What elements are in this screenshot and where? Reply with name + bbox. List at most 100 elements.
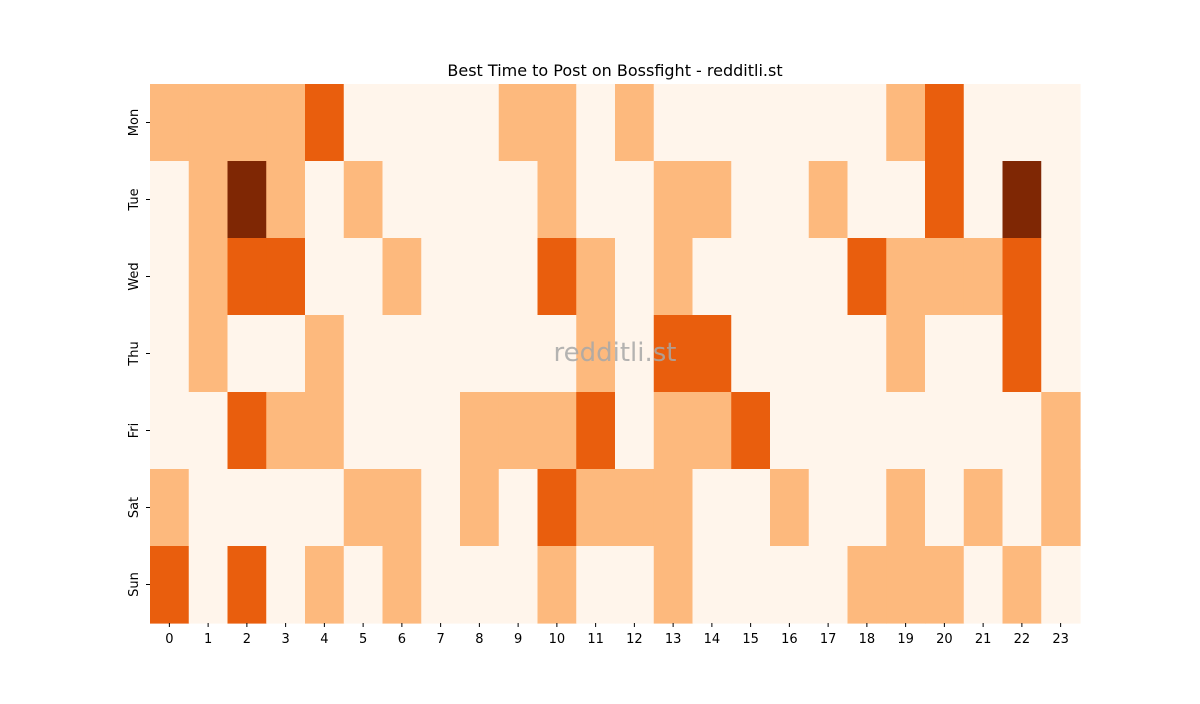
heatmap-cell-wed-14 [692, 238, 732, 316]
heatmap-cell-mon-16 [770, 84, 810, 162]
heatmap-cell-mon-1 [188, 84, 229, 162]
heatmap-cell-sun-10 [537, 546, 577, 624]
heatmap-cell-thu-22 [1002, 315, 1042, 393]
x-tick-label: 6 [398, 632, 406, 647]
heatmap-cell-tue-6 [382, 161, 422, 239]
heatmap-cell-tue-15 [731, 161, 771, 239]
heatmap-cell-thu-21 [963, 315, 1004, 393]
heatmap-cell-tue-22 [1002, 161, 1042, 239]
heatmap-cell-wed-3 [266, 238, 306, 316]
heatmap-cell-tue-3 [266, 161, 306, 239]
heatmap-cell-thu-10 [537, 315, 577, 393]
y-tick-label: Sat [127, 497, 142, 518]
heatmap-cell-sat-3 [266, 469, 306, 547]
heatmap-cell-wed-13 [653, 238, 694, 316]
heatmap-cell-wed-1 [188, 238, 229, 316]
heatmap-cell-fri-14 [692, 392, 732, 470]
heatmap-cell-thu-7 [421, 315, 461, 393]
x-tick-label: 10 [549, 632, 566, 647]
heatmap-cell-tue-5 [343, 161, 384, 239]
heatmap-cell-sun-12 [615, 546, 655, 624]
heatmap-cell-wed-9 [498, 238, 539, 316]
heatmap-cell-sun-5 [343, 546, 384, 624]
x-tick-label: 19 [897, 632, 914, 647]
heatmap-cell-tue-19 [886, 161, 926, 239]
y-tick-label: Fri [127, 423, 142, 439]
heatmap-cell-fri-8 [460, 392, 500, 470]
heatmap-cell-mon-9 [498, 84, 539, 162]
heatmap-cell-thu-18 [847, 315, 887, 393]
heatmap-cell-sat-14 [692, 469, 732, 547]
heatmap-cell-sat-11 [576, 469, 616, 547]
heatmap-cell-sat-21 [963, 469, 1004, 547]
heatmap-cell-sun-21 [963, 546, 1004, 624]
heatmap-cell-mon-18 [847, 84, 887, 162]
y-axis: Mon Tue Wed Thu Fri Sat Sun [127, 109, 150, 597]
heatmap-cell-thu-12 [615, 315, 655, 393]
heatmap-cell-tue-7 [421, 161, 461, 239]
x-tick-label: 1 [204, 632, 212, 647]
heatmap-cell-mon-21 [963, 84, 1004, 162]
heatmap-cell-mon-17 [808, 84, 849, 162]
y-tick-label: Thu [127, 341, 142, 366]
heatmap-cell-sun-19 [886, 546, 926, 624]
x-tick-label: 14 [704, 632, 721, 647]
x-tick-label: 15 [742, 632, 759, 647]
heatmap-cell-sun-20 [925, 546, 965, 624]
heatmap-cell-sat-20 [925, 469, 965, 547]
heatmap-cell-sat-22 [1002, 469, 1042, 547]
x-tick-label: 9 [514, 632, 522, 647]
heatmap-cell-wed-8 [460, 238, 500, 316]
heatmap-cell-thu-4 [305, 315, 345, 393]
heatmap-cell-sun-14 [692, 546, 732, 624]
heatmap-cell-tue-14 [692, 161, 732, 239]
heatmap-cell-fri-15 [731, 392, 771, 470]
heatmap-cell-wed-23 [1041, 238, 1081, 316]
heatmap-cell-thu-15 [731, 315, 771, 393]
heatmap-cell-mon-12 [615, 84, 655, 162]
heatmap-cell-mon-13 [653, 84, 694, 162]
x-tick-label: 0 [165, 632, 173, 647]
heatmap-cell-fri-0 [150, 392, 190, 470]
heatmap-cell-sat-18 [847, 469, 887, 547]
heatmap-cell-sun-15 [731, 546, 771, 624]
heatmap-cell-sat-23 [1041, 469, 1081, 547]
heatmap-cell-wed-11 [576, 238, 616, 316]
heatmap-cell-mon-4 [305, 84, 345, 162]
heatmap-cell-mon-19 [886, 84, 926, 162]
heatmap-cell-thu-13 [653, 315, 694, 393]
heatmap-cell-fri-20 [925, 392, 965, 470]
heatmap-cell-fri-22 [1002, 392, 1042, 470]
x-tick-label: 7 [436, 632, 444, 647]
heatmap-cell-sat-4 [305, 469, 345, 547]
heatmap-cell-sun-7 [421, 546, 461, 624]
x-tick-label: 22 [1014, 632, 1031, 647]
heatmap-cell-sun-4 [305, 546, 345, 624]
heatmap-cell-sun-8 [460, 546, 500, 624]
heatmap-cell-sat-1 [188, 469, 229, 547]
x-tick-label: 12 [626, 632, 643, 647]
heatmap-cell-tue-17 [808, 161, 849, 239]
heatmap-cell-tue-20 [925, 161, 965, 239]
heatmap-cell-tue-12 [615, 161, 655, 239]
heatmap-cell-fri-6 [382, 392, 422, 470]
heatmap-cell-tue-16 [770, 161, 810, 239]
heatmap-cell-wed-20 [925, 238, 965, 316]
heatmap-cell-fri-9 [498, 392, 539, 470]
heatmap-cell-fri-12 [615, 392, 655, 470]
heatmap-cell-wed-21 [963, 238, 1004, 316]
heatmap-cell-sat-16 [770, 469, 810, 547]
heatmap-cell-wed-2 [227, 238, 267, 316]
heatmap-cell-mon-2 [227, 84, 267, 162]
heatmap-cell-tue-10 [537, 161, 577, 239]
heatmap-cell-wed-15 [731, 238, 771, 316]
heatmap-cell-mon-14 [692, 84, 732, 162]
heatmap-cell-fri-4 [305, 392, 345, 470]
heatmap-cell-sun-11 [576, 546, 616, 624]
heatmap-cell-tue-9 [498, 161, 539, 239]
heatmap-cell-thu-3 [266, 315, 306, 393]
x-tick-label: 20 [936, 632, 953, 647]
heatmap-cell-sun-17 [808, 546, 849, 624]
heatmap-cell-sun-9 [498, 546, 539, 624]
